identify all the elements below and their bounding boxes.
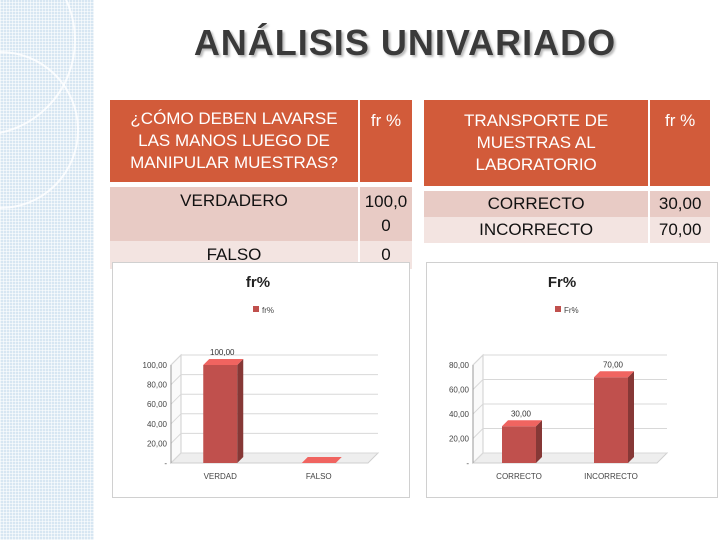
gridline [170,433,182,444]
data-label: 30,00 [511,409,532,418]
bar-top [203,359,244,365]
chart-sample-transport-svg: Fr% Fr% - 20,00 40,00 60,00 80,00 30,00 CORRECTO… [449,274,669,481]
bar [502,426,536,463]
chart-floor [169,452,380,464]
chart-hand-washing: fr% fr% - 20,00 40,00 60,00 80,00 100,00 100,00 V… [112,262,410,498]
y-tick-label: 60,00 [449,386,470,395]
table-row: INCORRECTO 70,00 [424,217,710,243]
legend-label: fr% [262,306,274,315]
decorative-side-panel [0,0,94,540]
gridline [170,393,182,405]
table-header-row: ¿CÓMO DEBEN LAVARSE LAS MANOS LUEGO DE M… [110,100,412,187]
decorative-circles [0,0,79,209]
table-row: VERDADERO 100,0 0 [110,184,412,241]
gridline [170,354,182,366]
y-tick-label: 100,00 [143,361,168,370]
bar [594,377,628,463]
y-tick-label: 40,00 [449,410,470,419]
y-tick-label: 20,00 [147,439,168,448]
x-tick-label: VERDAD [204,472,238,481]
y-tick-label: 40,00 [147,420,168,429]
bar-side [628,371,634,463]
row-value-line1: 100,0 [364,192,408,211]
data-label: 70,00 [603,360,624,369]
table-header-fr: fr % [648,100,710,191]
chart-hand-washing-svg: fr% fr% - 20,00 40,00 60,00 80,00 100,00 100,00 V… [143,274,380,481]
x-tick-label: INCORRECTO [584,472,638,481]
gridline [170,452,182,464]
row-value: 100,0 0 [358,184,412,241]
hand-washing-table: ¿CÓMO DEBEN LAVARSE LAS MANOS LUEGO DE M… [110,100,412,269]
y-tick-label: 60,00 [147,400,168,409]
legend-swatch [555,306,561,312]
y-tick-label: 20,00 [449,435,470,444]
legend-label: Fr% [564,306,579,315]
chart-title: Fr% [548,274,576,291]
bar-top [502,420,542,427]
legend-swatch [253,306,259,312]
gridline [170,413,182,425]
gridline [472,403,484,415]
y-tick-label: 80,00 [449,361,470,370]
chart-side-wall [170,353,182,465]
row-label: VERDADERO [180,191,288,210]
bar-side [237,359,244,463]
row-label: FALSO [206,245,262,264]
y-tick-label: 80,00 [147,381,168,390]
bar [203,365,238,463]
y-tick-label: - [466,459,469,468]
x-tick-label: FALSO [306,472,332,481]
gridline [472,452,484,464]
bar-side [536,420,542,463]
gridline [472,354,484,366]
sample-transport-table: TRANSPORTE DE MUESTRAS AL LABORATORIO fr… [424,100,710,243]
row-value: 30,00 [648,188,710,217]
table-row: CORRECTO 30,00 [424,188,710,217]
table-header-question: ¿CÓMO DEBEN LAVARSE LAS MANOS LUEGO DE M… [110,100,359,187]
x-tick-label: CORRECTO [496,472,542,481]
row-label: INCORRECTO [479,220,594,239]
row-value-line2: 0 [381,216,391,235]
chart-sample-transport: Fr% Fr% - 20,00 40,00 60,00 80,00 30,00 CORRECTO… [426,262,718,498]
row-value: 70,00 [648,217,710,243]
y-tick-label: - [164,459,167,468]
gridline [472,428,484,439]
bar-top [594,371,634,378]
row-label: CORRECTO [487,194,585,213]
bar-top [301,457,342,463]
table-header-question: TRANSPORTE DE MUESTRAS AL LABORATORIO [424,100,650,191]
gridline [170,374,182,385]
page-title: ANÁLISIS UNIVARIADO [193,22,617,63]
table-header-fr: fr % [358,100,412,187]
chart-title: fr% [246,274,270,291]
data-label: 100,00 [210,348,235,357]
gridline [472,379,484,390]
table-header-row: TRANSPORTE DE MUESTRAS AL LABORATORIO fr… [424,100,710,191]
